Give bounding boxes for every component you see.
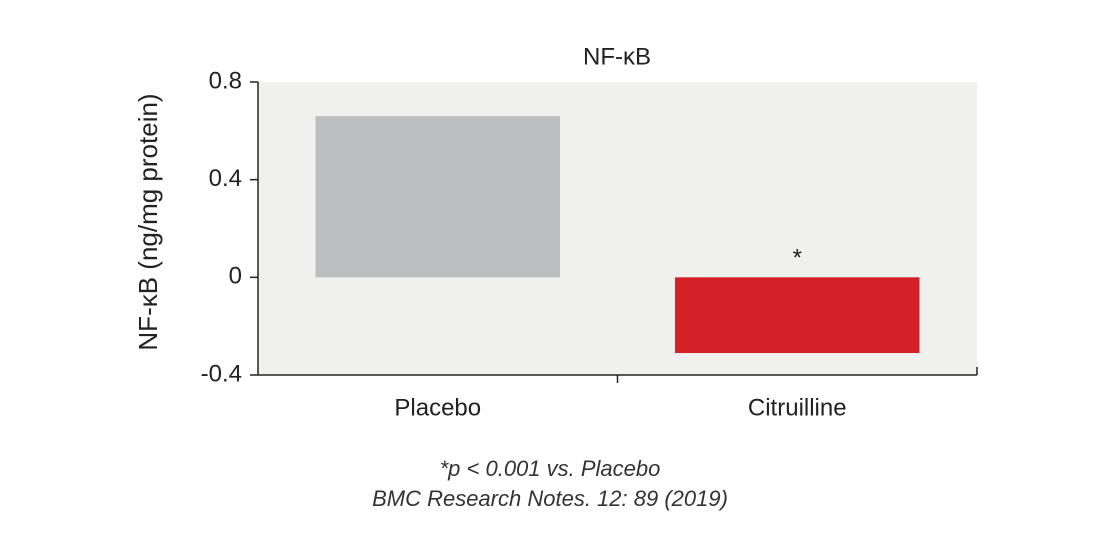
y-tick-label: -0.4 [201,360,242,387]
significance-marker: * [793,245,802,272]
y-tick-label: 0 [229,263,242,290]
x-tick-label: Placebo [394,394,481,421]
y-tick-label: 0.4 [209,165,242,192]
bar [675,277,920,354]
y-tick-label: 0.8 [209,67,242,94]
bar [315,116,560,278]
citation: BMC Research Notes. 12: 89 (2019) [372,486,728,511]
chart-title: NF-κB [583,43,651,70]
y-axis-label: NF-κB (ng/mg protein) [133,93,163,350]
x-tick-label: Citruilline [748,394,847,421]
footnote: *p < 0.001 vs. Placebo [440,456,661,481]
